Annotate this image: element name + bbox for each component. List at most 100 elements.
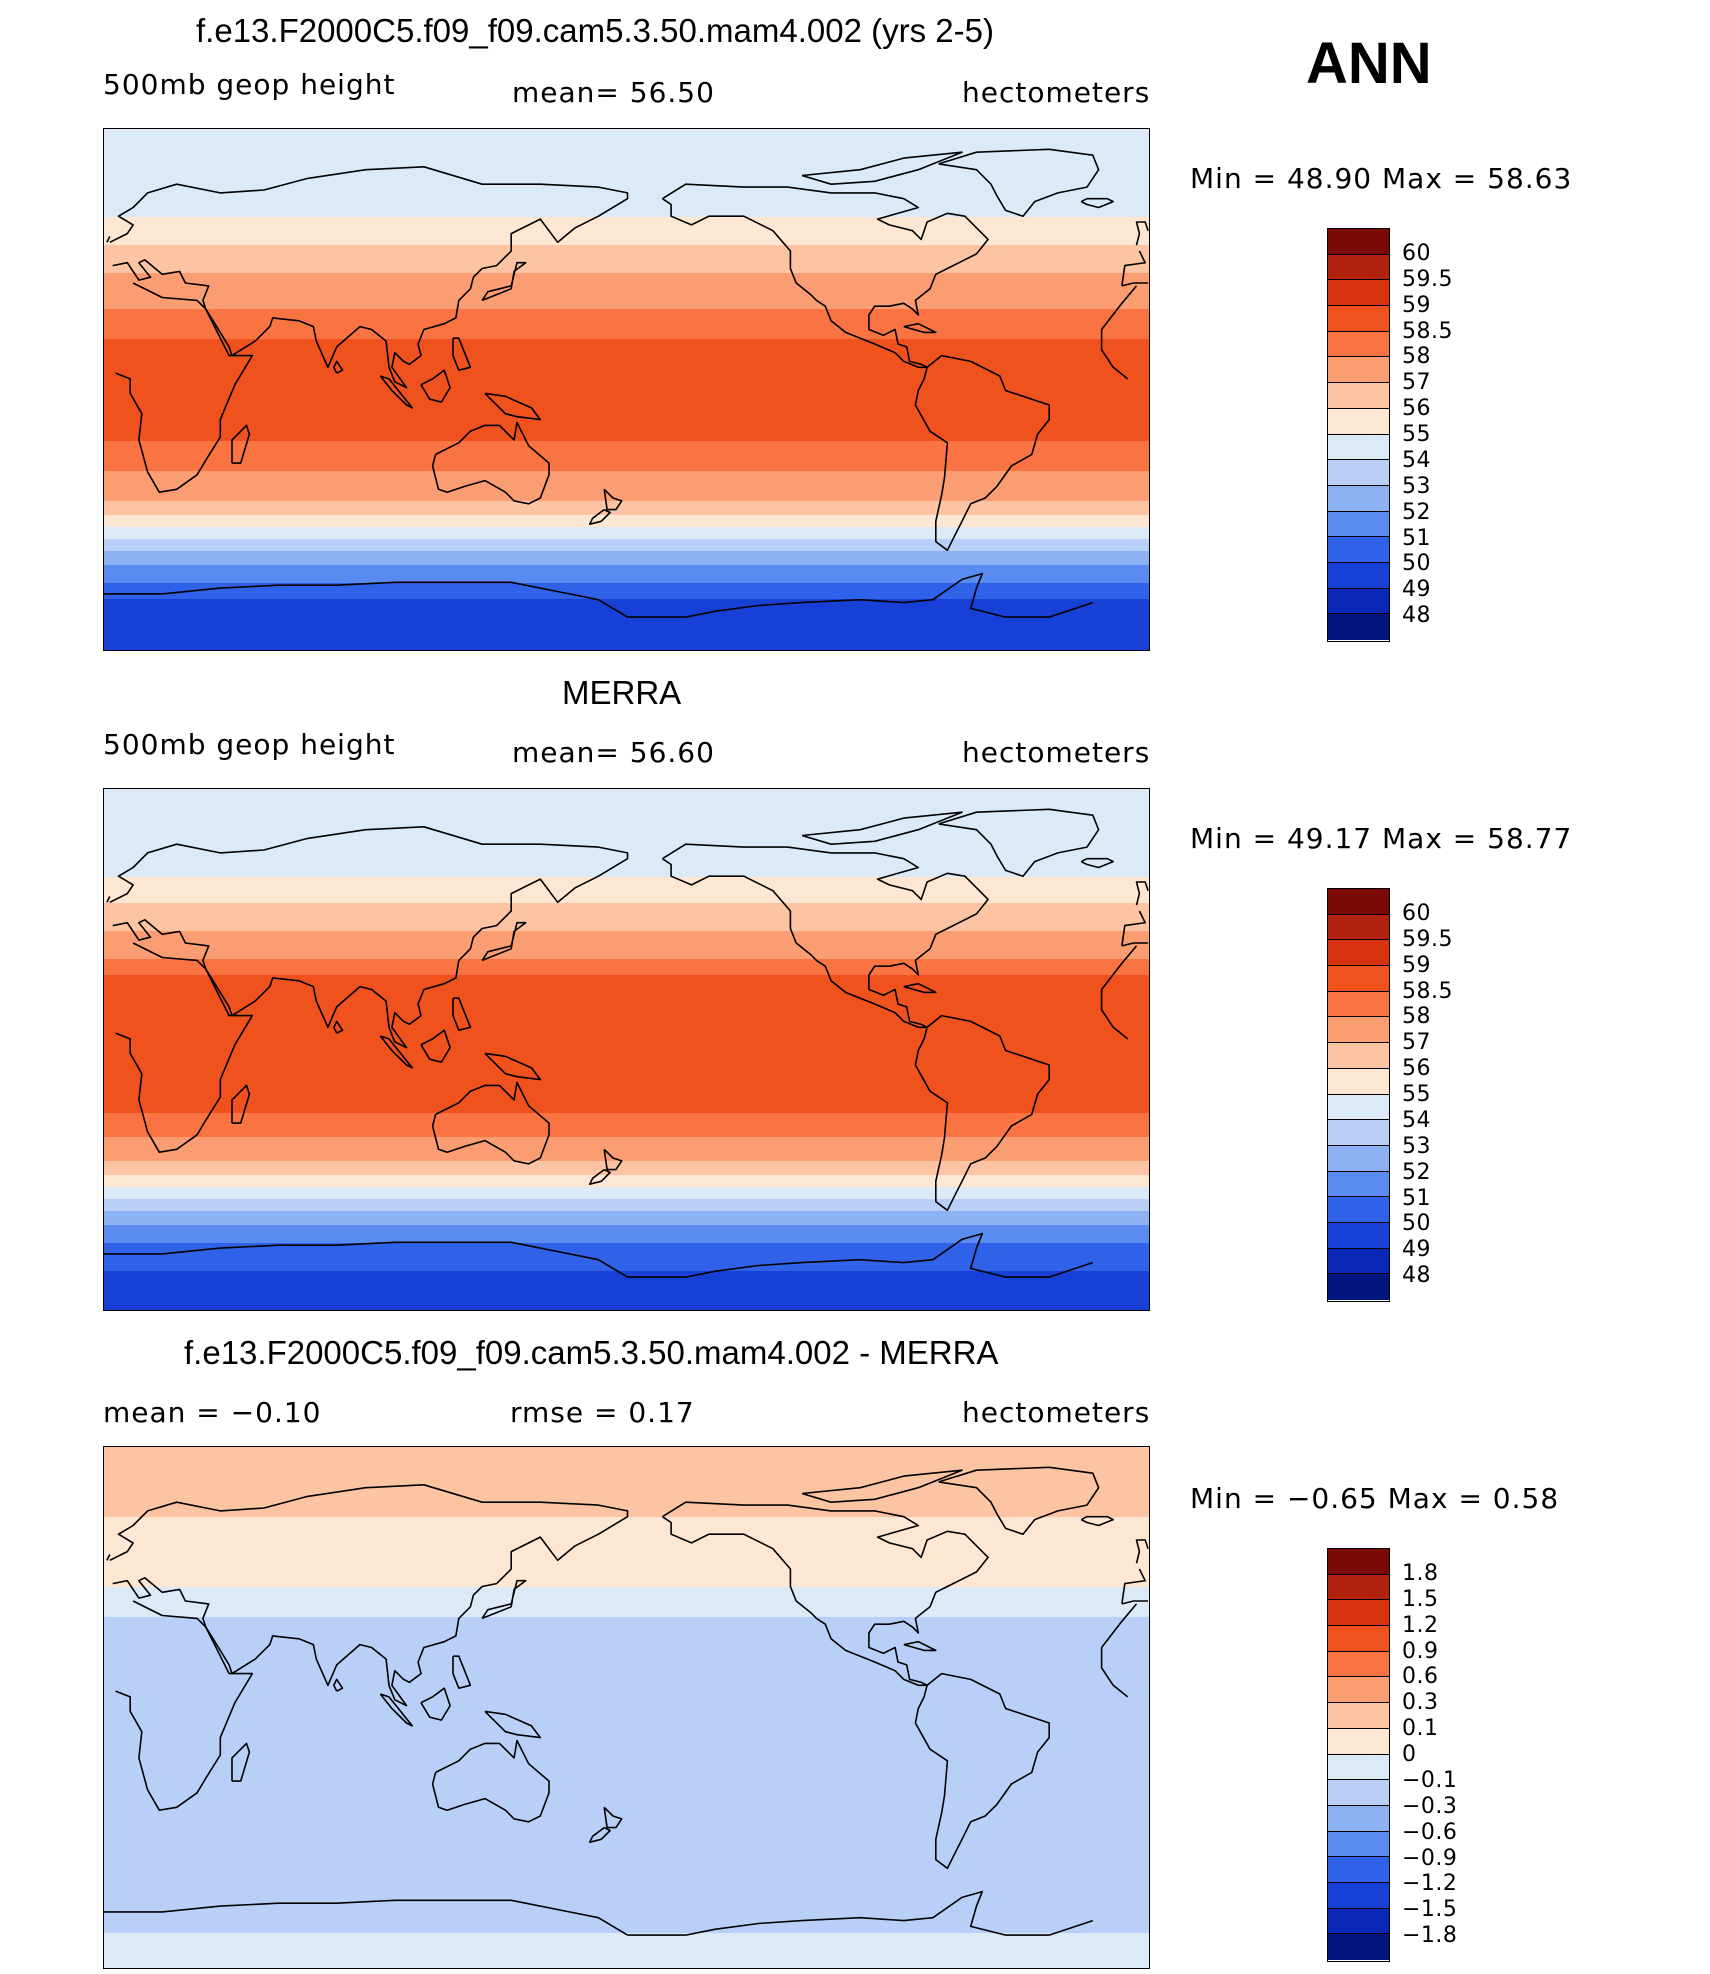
colorbar-label: 0 (1402, 1742, 1417, 1767)
coastline-15-0 (1080, 197, 1115, 209)
field-band (104, 1001, 1149, 1004)
coastline-1-1 (109, 1483, 629, 1707)
field-band (104, 1093, 1149, 1096)
field-band (104, 1463, 1149, 1466)
field-band (104, 177, 1149, 180)
colorbar-swatch (1328, 460, 1389, 486)
field-band (104, 1693, 1149, 1696)
field-band (104, 581, 1149, 584)
field-band (104, 799, 1149, 802)
field-band (104, 207, 1149, 210)
colorbar-label: 60 (1402, 240, 1431, 266)
field-band (104, 1255, 1149, 1258)
colorbar-swatch (1328, 229, 1389, 255)
field-band (104, 193, 1149, 196)
field-band (104, 1805, 1149, 1808)
field-band (104, 1453, 1149, 1456)
field-band (104, 1865, 1149, 1868)
field-band (104, 153, 1149, 156)
field-band (104, 1185, 1149, 1188)
field-band (104, 617, 1149, 620)
panel-2-mean: mean= 56.60 (512, 736, 715, 769)
field-band (104, 1515, 1149, 1518)
field-band (104, 1753, 1149, 1756)
field-band (104, 1775, 1149, 1778)
colorbar-swatch (1328, 306, 1389, 332)
coastline-8-0 (481, 921, 527, 962)
field-band (104, 1635, 1149, 1638)
field-band (104, 1011, 1149, 1014)
field-band (104, 1617, 1149, 1620)
colorbar-label: 59 (1402, 292, 1431, 318)
field-band (104, 1065, 1149, 1068)
field-band (104, 1457, 1149, 1460)
field-band (104, 1911, 1149, 1914)
field-band (104, 1737, 1149, 1740)
field-band (104, 573, 1149, 576)
field-band (104, 1667, 1149, 1670)
field-band (104, 991, 1149, 994)
field-band (104, 825, 1149, 828)
field-band (104, 1005, 1149, 1008)
field-band (104, 877, 1149, 880)
field-band (104, 405, 1149, 408)
field-band (104, 1055, 1149, 1058)
coastline-12-0 (484, 1052, 542, 1081)
field-band (104, 1727, 1149, 1730)
field-band (104, 1605, 1149, 1608)
field-band (104, 605, 1149, 608)
field-band (104, 1647, 1149, 1650)
coastline-9-1 (106, 236, 111, 243)
field-band (104, 277, 1149, 280)
colorbar-swatch (1328, 1549, 1389, 1575)
field-band (104, 187, 1149, 190)
field-band (104, 1047, 1149, 1050)
field-band (104, 1059, 1149, 1062)
field-band (104, 237, 1149, 240)
colorbar-label: 51 (1402, 525, 1431, 551)
field-band (104, 919, 1149, 922)
field-band (104, 215, 1149, 218)
field-band (104, 397, 1149, 400)
field-band (104, 511, 1149, 514)
field-band (104, 547, 1149, 550)
field-band (104, 947, 1149, 950)
field-band (104, 1699, 1149, 1702)
field-band (104, 1863, 1149, 1866)
panel-2-variable: 500mb geop height (103, 728, 396, 761)
field-band (104, 291, 1149, 294)
colorbar-swatch (1328, 1626, 1389, 1652)
colorbar-swatch (1328, 1197, 1389, 1223)
colorbar-label: 56 (1402, 396, 1431, 422)
field-band (104, 1475, 1149, 1478)
field-band (104, 1467, 1149, 1470)
colorbar-label: 55 (1402, 422, 1431, 447)
colorbar-swatch (1328, 1677, 1389, 1704)
field-band (104, 1597, 1149, 1600)
field-band (104, 229, 1149, 232)
field-band (104, 601, 1149, 604)
field-band (104, 1861, 1149, 1864)
panel-3-mean: mean = −0.10 (103, 1396, 322, 1429)
field-band (104, 819, 1149, 822)
field-band (104, 1941, 1149, 1944)
field-band (104, 881, 1149, 884)
field-band (104, 1015, 1149, 1018)
field-band (104, 1589, 1149, 1592)
field-band (104, 649, 1149, 650)
colorbar-swatch (1328, 485, 1389, 512)
field-band (104, 1965, 1149, 1968)
field-band (104, 345, 1149, 348)
field-band (104, 1539, 1149, 1542)
field-band (104, 1735, 1149, 1738)
field-band (104, 269, 1149, 272)
field-band (104, 1581, 1149, 1584)
field-band (104, 821, 1149, 824)
field-band (104, 1913, 1149, 1916)
field-band (104, 1281, 1149, 1284)
field-band (104, 369, 1149, 372)
coastline-1-0 (1121, 250, 1146, 287)
field-band (104, 909, 1149, 912)
field-band (104, 1309, 1149, 1310)
panel-1-map (103, 128, 1150, 651)
